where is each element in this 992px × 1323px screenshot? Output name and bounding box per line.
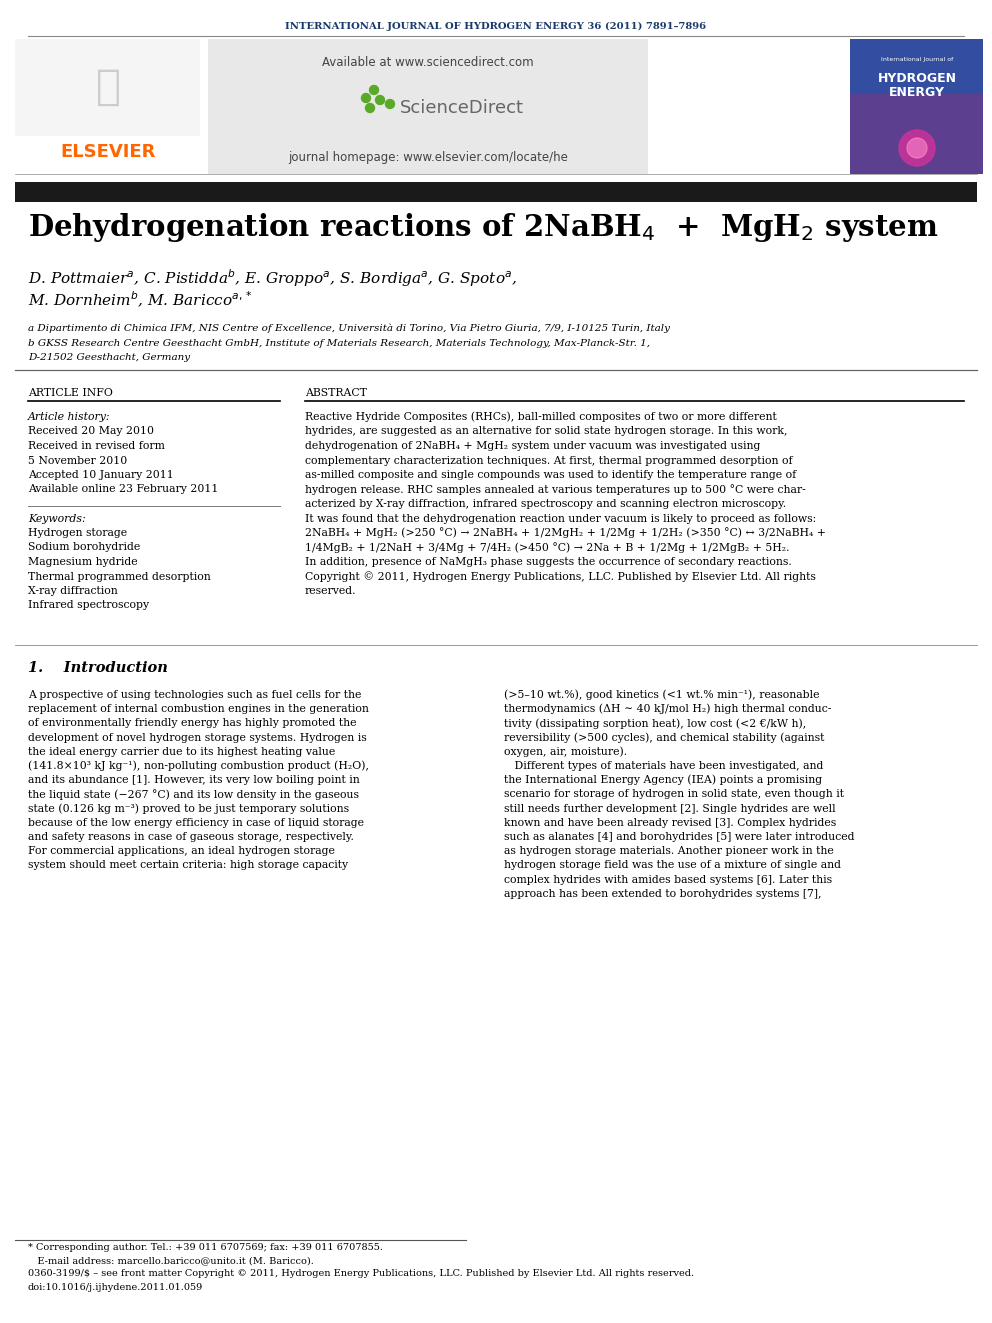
Text: Copyright © 2011, Hydrogen Energy Publications, LLC. Published by Elsevier Ltd. : Copyright © 2011, Hydrogen Energy Public…: [305, 572, 815, 582]
Bar: [850, 38, 983, 175]
Circle shape: [361, 94, 370, 102]
Text: the liquid state (−267 °C) and its low density in the gaseous: the liquid state (−267 °C) and its low d…: [28, 789, 359, 800]
Text: INTERNATIONAL JOURNAL OF HYDROGEN ENERGY 36 (2011) 7891–7896: INTERNATIONAL JOURNAL OF HYDROGEN ENERGY…: [286, 21, 706, 30]
Text: Keywords:: Keywords:: [28, 513, 85, 524]
Text: complex hydrides with amides based systems [6]. Later this: complex hydrides with amides based syste…: [504, 875, 832, 885]
Text: 1.    Introduction: 1. Introduction: [28, 662, 168, 675]
Text: b GKSS Research Centre Geesthacht GmbH, Institute of Materials Research, Materia: b GKSS Research Centre Geesthacht GmbH, …: [28, 340, 650, 348]
Text: such as alanates [4] and borohydrides [5] were later introduced: such as alanates [4] and borohydrides [5…: [504, 832, 854, 841]
Text: as hydrogen storage materials. Another pioneer work in the: as hydrogen storage materials. Another p…: [504, 847, 833, 856]
Text: E-mail address: marcello.baricco@unito.it (M. Baricco).: E-mail address: marcello.baricco@unito.i…: [28, 1257, 313, 1266]
Text: Received 20 May 2010: Received 20 May 2010: [28, 426, 154, 437]
Text: Sodium borohydride: Sodium borohydride: [28, 542, 140, 553]
Text: * Corresponding author. Tel.: +39 011 6707569; fax: +39 011 6707855.: * Corresponding author. Tel.: +39 011 67…: [28, 1244, 383, 1253]
Text: 2NaBH₄ + MgH₂ (>250 °C) → 2NaBH₄ + 1/2MgH₂ + 1/2Mg + 1/2H₂ (>350 °C) ↔ 3/2NaBH₄ : 2NaBH₄ + MgH₂ (>250 °C) → 2NaBH₄ + 1/2Mg…: [305, 528, 826, 538]
Text: doi:10.1016/j.ijhydene.2011.01.059: doi:10.1016/j.ijhydene.2011.01.059: [28, 1282, 203, 1291]
Bar: [850, 38, 983, 94]
Circle shape: [369, 86, 379, 94]
Text: ⬛: ⬛: [95, 66, 120, 108]
Circle shape: [365, 103, 375, 112]
Text: journal homepage: www.elsevier.com/locate/he: journal homepage: www.elsevier.com/locat…: [288, 151, 568, 164]
Circle shape: [899, 130, 935, 165]
Text: a Dipartimento di Chimica IFM, NIS Centre of Excellence, Università di Torino, V: a Dipartimento di Chimica IFM, NIS Centr…: [28, 323, 670, 333]
Text: still needs further development [2]. Single hydrides are well: still needs further development [2]. Sin…: [504, 803, 835, 814]
Text: dehydrogenation of 2NaBH₄ + MgH₂ system under vacuum was investigated using: dehydrogenation of 2NaBH₄ + MgH₂ system …: [305, 441, 761, 451]
Text: Article history:: Article history:: [28, 411, 110, 422]
Text: oxygen, air, moisture).: oxygen, air, moisture).: [504, 746, 627, 757]
Text: system should meet certain criteria: high storage capacity: system should meet certain criteria: hig…: [28, 860, 348, 871]
Text: ARTICLE INFO: ARTICLE INFO: [28, 388, 113, 398]
Text: Dehydrogenation reactions of 2NaBH$_4$  +  MgH$_2$ system: Dehydrogenation reactions of 2NaBH$_4$ +…: [28, 212, 938, 245]
Text: International Journal of: International Journal of: [881, 57, 953, 62]
Text: Hydrogen storage: Hydrogen storage: [28, 528, 127, 538]
Text: Available online 23 February 2011: Available online 23 February 2011: [28, 484, 218, 495]
Text: reversibility (>500 cycles), and chemical stability (against: reversibility (>500 cycles), and chemica…: [504, 733, 824, 744]
Text: 5 November 2010: 5 November 2010: [28, 455, 127, 466]
Text: as-milled composite and single compounds was used to identify the temperature ra: as-milled composite and single compounds…: [305, 470, 797, 480]
Text: ScienceDirect: ScienceDirect: [400, 99, 524, 116]
Text: complementary characterization techniques. At first, thermal programmed desorpti: complementary characterization technique…: [305, 455, 793, 466]
Text: D-21502 Geesthacht, Germany: D-21502 Geesthacht, Germany: [28, 353, 190, 363]
Text: Available at www.sciencedirect.com: Available at www.sciencedirect.com: [322, 57, 534, 70]
Text: 1/4MgB₂ + 1/2NaH + 3/4Mg + 7/4H₂ (>450 °C) → 2Na + B + 1/2Mg + 1/2MgB₂ + 5H₂.: 1/4MgB₂ + 1/2NaH + 3/4Mg + 7/4H₂ (>450 °…: [305, 542, 790, 553]
Text: In addition, presence of NaMgH₃ phase suggests the occurrence of secondary react: In addition, presence of NaMgH₃ phase su…: [305, 557, 792, 568]
Text: For commercial applications, an ideal hydrogen storage: For commercial applications, an ideal hy…: [28, 847, 335, 856]
Text: A prospective of using technologies such as fuel cells for the: A prospective of using technologies such…: [28, 691, 361, 700]
Text: development of novel hydrogen storage systems. Hydrogen is: development of novel hydrogen storage sy…: [28, 733, 367, 742]
Text: because of the low energy efficiency in case of liquid storage: because of the low energy efficiency in …: [28, 818, 364, 828]
Text: Thermal programmed desorption: Thermal programmed desorption: [28, 572, 210, 582]
Text: 0360-3199/$ – see front matter Copyright © 2011, Hydrogen Energy Publications, L: 0360-3199/$ – see front matter Copyright…: [28, 1270, 694, 1278]
Text: (141.8×10³ kJ kg⁻¹), non-polluting combustion product (H₂O),: (141.8×10³ kJ kg⁻¹), non-polluting combu…: [28, 761, 369, 771]
Text: ABSTRACT: ABSTRACT: [305, 388, 367, 398]
Text: D. Pottmaier$^a$, C. Pistidda$^b$, E. Groppo$^a$, S. Bordiga$^a$, G. Spoto$^a$,: D. Pottmaier$^a$, C. Pistidda$^b$, E. Gr…: [28, 267, 517, 288]
Text: X-ray diffraction: X-ray diffraction: [28, 586, 118, 595]
Circle shape: [907, 138, 927, 157]
Text: M. Dornheim$^b$, M. Baricco$^{a,*}$: M. Dornheim$^b$, M. Baricco$^{a,*}$: [28, 290, 253, 310]
Text: ENERGY: ENERGY: [889, 86, 945, 98]
Text: Accepted 10 January 2011: Accepted 10 January 2011: [28, 470, 174, 480]
Circle shape: [386, 99, 395, 108]
Text: It was found that the dehydrogenation reaction under vacuum is likely to proceed: It was found that the dehydrogenation re…: [305, 513, 816, 524]
Text: scenario for storage of hydrogen in solid state, even though it: scenario for storage of hydrogen in soli…: [504, 790, 844, 799]
Text: hydrogen release. RHC samples annealed at various temperatures up to 500 °C were: hydrogen release. RHC samples annealed a…: [305, 484, 806, 495]
Text: and safety reasons in case of gaseous storage, respectively.: and safety reasons in case of gaseous st…: [28, 832, 354, 841]
Bar: [15, 38, 200, 136]
Text: approach has been extended to borohydrides systems [7],: approach has been extended to borohydrid…: [504, 889, 821, 898]
Circle shape: [376, 95, 385, 105]
Text: of environmentally friendly energy has highly promoted the: of environmentally friendly energy has h…: [28, 718, 356, 729]
Text: tivity (dissipating sorption heat), low cost (<2 €/kW h),: tivity (dissipating sorption heat), low …: [504, 718, 806, 729]
Text: replacement of internal combustion engines in the generation: replacement of internal combustion engin…: [28, 704, 369, 714]
Text: Magnesium hydride: Magnesium hydride: [28, 557, 138, 568]
Text: Reactive Hydride Composites (RHCs), ball-milled composites of two or more differ: Reactive Hydride Composites (RHCs), ball…: [305, 411, 777, 422]
Text: known and have been already revised [3]. Complex hydrides: known and have been already revised [3].…: [504, 818, 836, 828]
Text: hydrogen storage field was the use of a mixture of single and: hydrogen storage field was the use of a …: [504, 860, 841, 871]
Text: and its abundance [1]. However, its very low boiling point in: and its abundance [1]. However, its very…: [28, 775, 360, 785]
Bar: [15, 183, 977, 202]
Text: hydrides, are suggested as an alternative for solid state hydrogen storage. In t: hydrides, are suggested as an alternativ…: [305, 426, 788, 437]
Text: the International Energy Agency (IEA) points a promising: the International Energy Agency (IEA) po…: [504, 775, 822, 786]
Text: (>5–10 wt.%), good kinetics (<1 wt.% min⁻¹), reasonable: (>5–10 wt.%), good kinetics (<1 wt.% min…: [504, 689, 819, 700]
Text: Different types of materials have been investigated, and: Different types of materials have been i…: [504, 761, 823, 771]
Text: thermodynamics (ΔH ∼ 40 kJ/mol H₂) high thermal conduc-: thermodynamics (ΔH ∼ 40 kJ/mol H₂) high …: [504, 704, 831, 714]
Bar: [208, 38, 648, 175]
Text: Infrared spectroscopy: Infrared spectroscopy: [28, 601, 149, 610]
Text: ELSEVIER: ELSEVIER: [61, 143, 156, 161]
Text: acterized by X-ray diffraction, infrared spectroscopy and scanning electron micr: acterized by X-ray diffraction, infrared…: [305, 499, 786, 509]
Text: state (0.126 kg m⁻³) proved to be just temporary solutions: state (0.126 kg m⁻³) proved to be just t…: [28, 803, 349, 814]
Text: the ideal energy carrier due to its highest heating value: the ideal energy carrier due to its high…: [28, 746, 335, 757]
Text: Received in revised form: Received in revised form: [28, 441, 165, 451]
Text: reserved.: reserved.: [305, 586, 356, 595]
Text: HYDROGEN: HYDROGEN: [878, 71, 956, 85]
